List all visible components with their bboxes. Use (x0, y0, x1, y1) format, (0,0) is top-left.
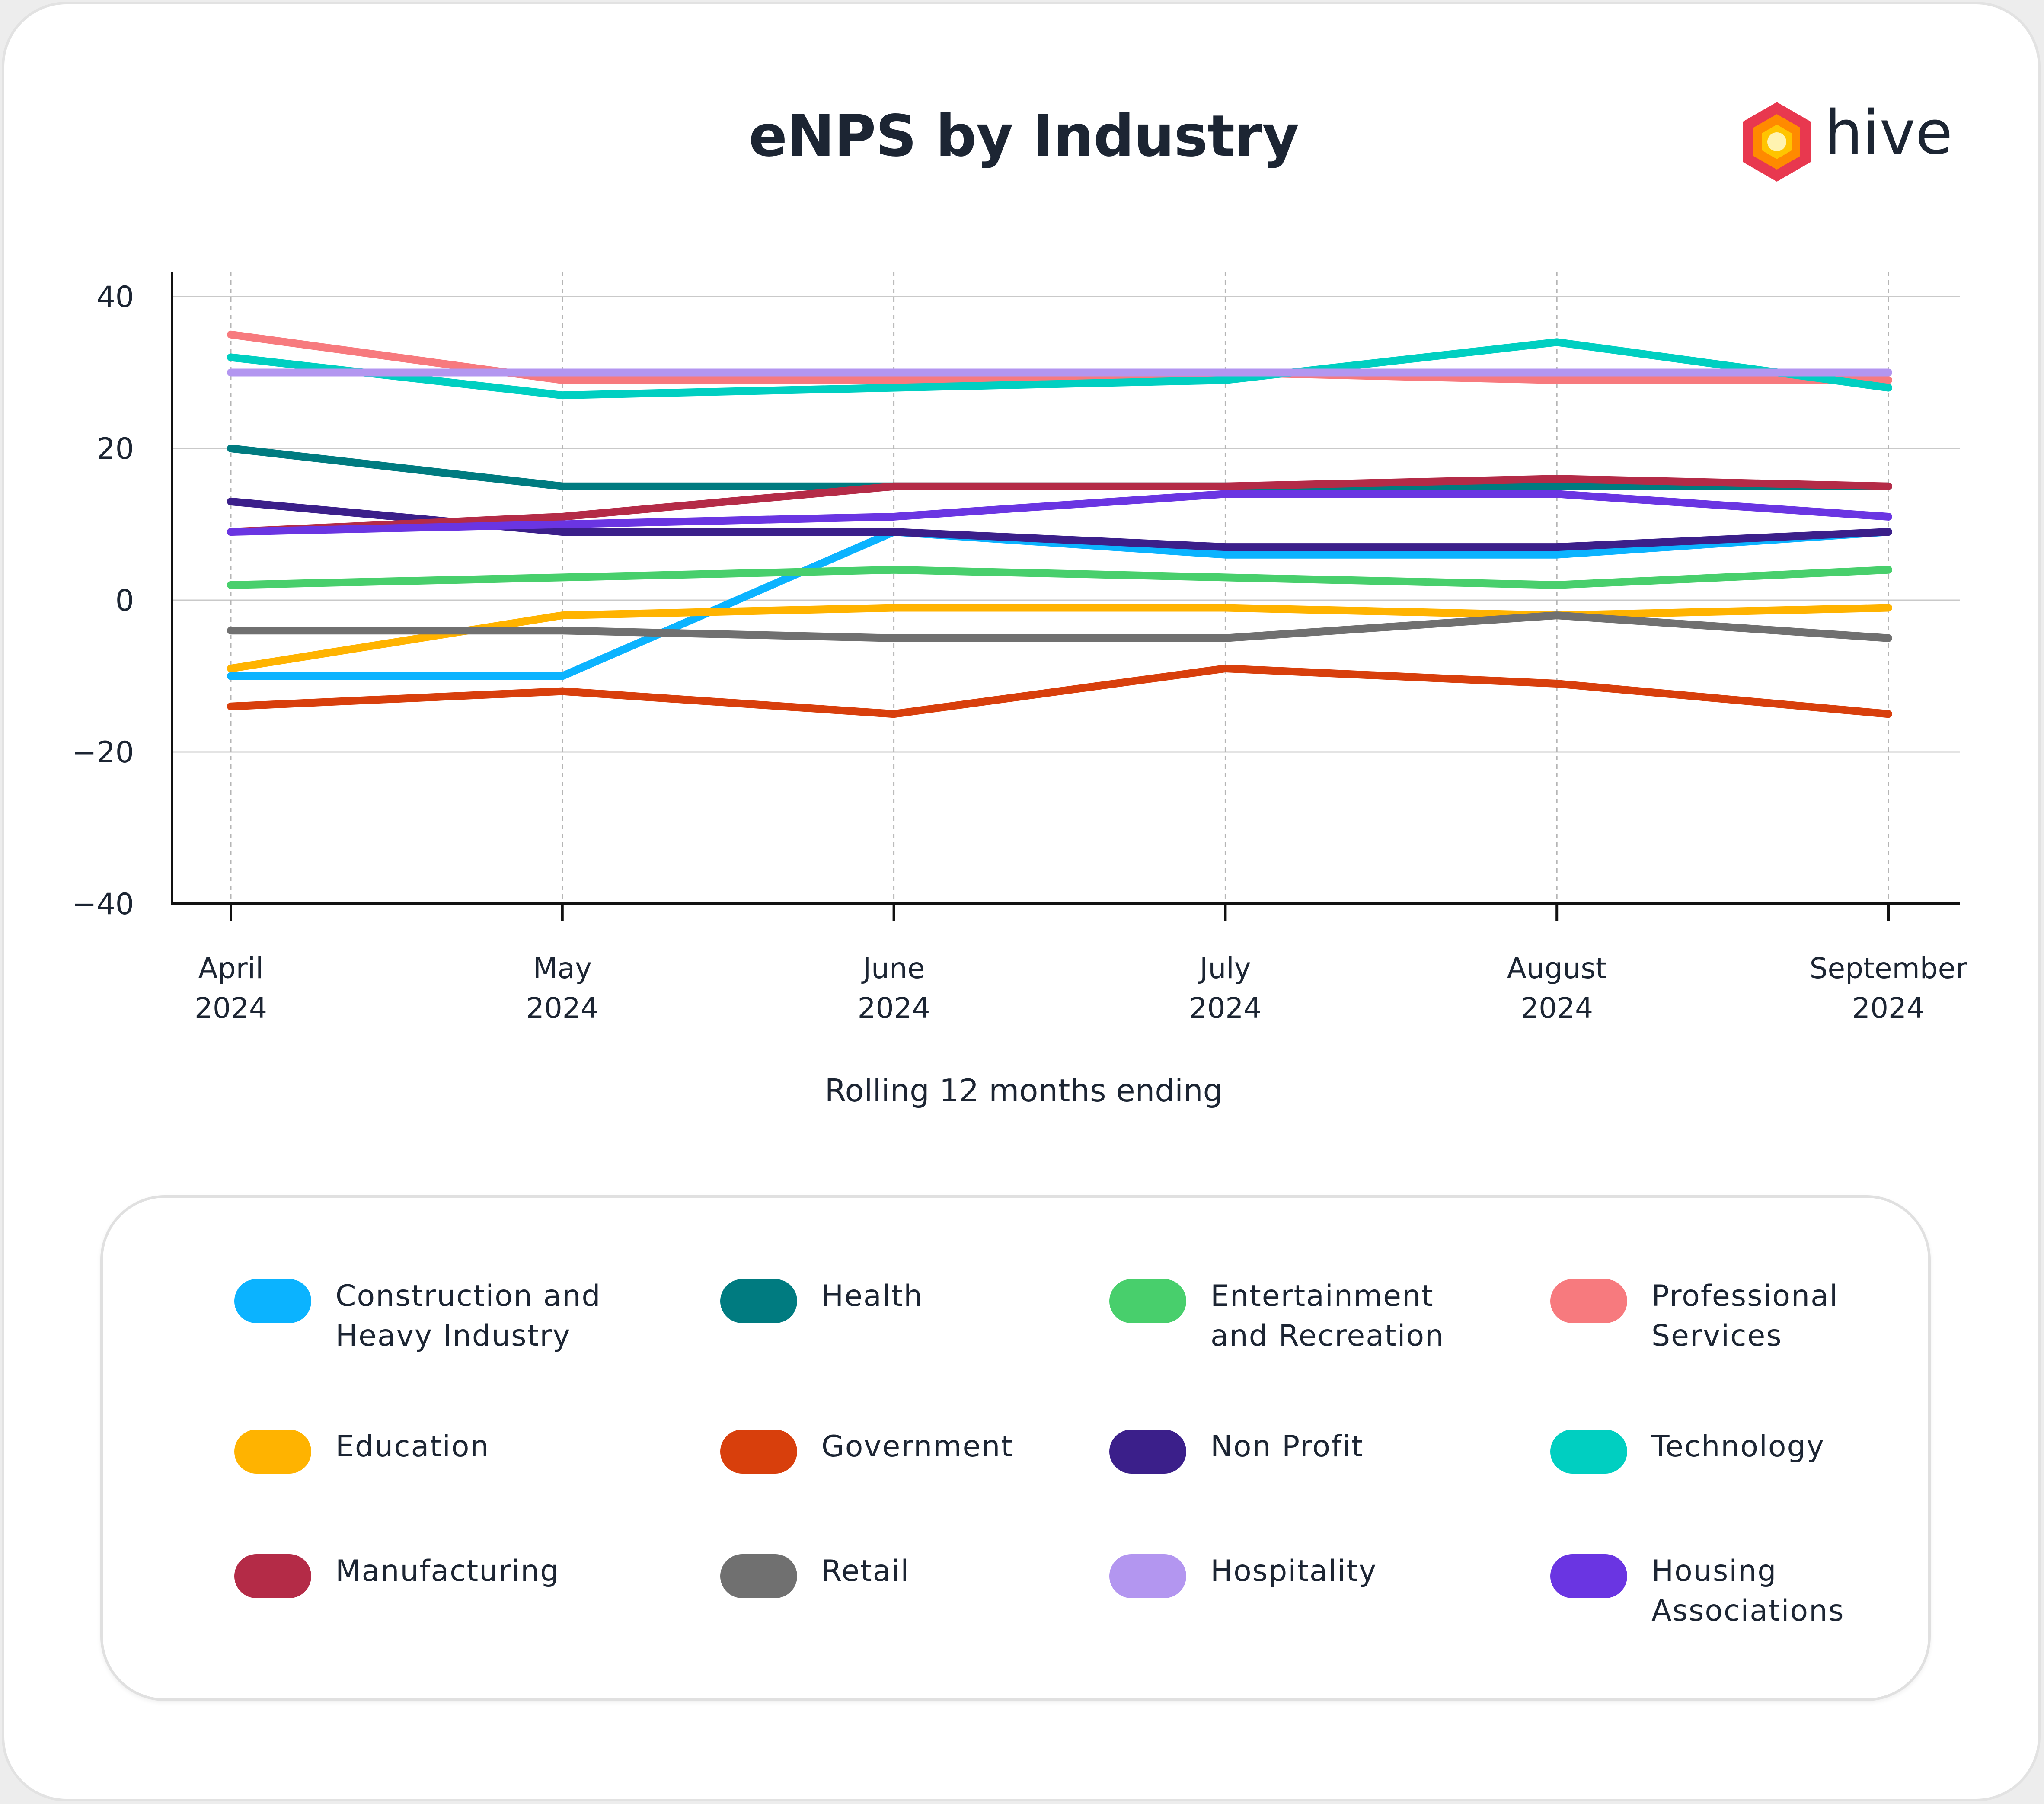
y-tick-label: 0 (115, 584, 134, 618)
legend-label-line: Associations (1651, 1594, 1845, 1628)
legend-label-line: Entertainment (1210, 1279, 1434, 1313)
legend-swatch (234, 1554, 311, 1598)
legend-label-line: Government (821, 1430, 1014, 1464)
legend-swatch (1550, 1554, 1627, 1598)
legend-label-line: Services (1651, 1319, 1782, 1353)
legend-swatch (720, 1430, 797, 1474)
legend-item: Housing Associations (1550, 1554, 1939, 1641)
legend-item: Professional Services (1550, 1279, 1939, 1366)
legend-label-line: Health (821, 1279, 923, 1313)
x-tick-label: 2024 (1520, 992, 1593, 1025)
legend-label: Health (821, 1276, 1115, 1316)
legend-swatch (720, 1279, 797, 1323)
line-chart: 40 20 0 −20 −40 April 2024 May 2024 June 2024 July 2… (72, 272, 1968, 1025)
y-tick-label: 40 (96, 280, 134, 314)
legend-item: Government (720, 1430, 1109, 1516)
legend-swatch (1550, 1430, 1627, 1474)
legend-label: Government (821, 1427, 1115, 1467)
legend-label-line: Manufacturing (335, 1554, 560, 1588)
legend-label-line: Housing (1651, 1554, 1777, 1588)
series-line-government (227, 664, 1892, 718)
series-line-education (227, 604, 1892, 672)
x-tick-label: July (1198, 952, 1251, 985)
legend-item: Health (720, 1279, 1109, 1366)
legend-swatch (1550, 1279, 1627, 1323)
hive-wordmark: hive (1824, 98, 1953, 168)
series-line-entertainment-and-recreation (227, 566, 1892, 589)
y-tick-label: 20 (96, 432, 134, 466)
legend-item: Technology (1550, 1430, 1939, 1516)
legend-item: Construction and Heavy Industry (234, 1279, 623, 1366)
legend-label-line: Hospitality (1210, 1554, 1377, 1588)
legend-label-line: and Recreation (1210, 1319, 1445, 1353)
legend-label-line: Education (335, 1430, 490, 1464)
legend-label: Education (335, 1427, 629, 1467)
x-tick-label: June (861, 952, 925, 985)
legend-swatch (1109, 1554, 1186, 1598)
hive-hexagon-icon (1743, 102, 1811, 182)
legend-swatch (234, 1279, 311, 1323)
series-line-manufacturing (227, 475, 1892, 536)
legend-swatch (1109, 1279, 1186, 1323)
y-tick-label: −20 (72, 736, 134, 770)
legend-item: Education (234, 1430, 623, 1516)
series-line-retail (227, 611, 1892, 642)
x-tick-label: 2024 (526, 992, 599, 1025)
x-tick-label: 2024 (195, 992, 267, 1025)
legend-label-line: Retail (821, 1554, 910, 1588)
legend-label-line: Construction and (335, 1279, 601, 1313)
x-tick-label: 2024 (1852, 992, 1925, 1025)
legend-item: Non Profit (1109, 1430, 1498, 1516)
legend-label: Construction and Heavy Industry (335, 1276, 629, 1356)
legend-label: Housing Associations (1651, 1551, 1945, 1631)
legend-label: Manufacturing (335, 1551, 629, 1591)
series-line-housing-associations (227, 490, 1892, 536)
legend-swatch (234, 1430, 311, 1474)
legend-label: Non Profit (1210, 1427, 1504, 1467)
legend-swatch (720, 1554, 797, 1598)
legend: Construction and Heavy Industry Health Ente… (100, 1195, 1931, 1701)
legend-label-line: Non Profit (1210, 1430, 1364, 1464)
x-tick-label: 2024 (858, 992, 930, 1025)
x-tick-label: April (198, 952, 264, 985)
x-tick-label: September (1810, 952, 1968, 985)
x-axis-title: Rolling 12 months ending (824, 1072, 1223, 1109)
legend-label-line: Technology (1651, 1430, 1825, 1464)
hive-logo: hive (1738, 99, 1953, 185)
legend-label: Professional Services (1651, 1276, 1945, 1356)
legend-item: Manufacturing (234, 1554, 623, 1641)
legend-label: Technology (1651, 1427, 1945, 1467)
x-tick-label: May (533, 952, 592, 985)
legend-label: Entertainment and Recreation (1210, 1276, 1504, 1356)
legend-label: Retail (821, 1551, 1115, 1591)
legend-item: Entertainment and Recreation (1109, 1279, 1498, 1366)
legend-label-line: Professional (1651, 1279, 1839, 1313)
chart-title: eNPS by Industry (748, 103, 1300, 170)
y-tick-label: −40 (72, 887, 134, 921)
legend-label: Hospitality (1210, 1551, 1504, 1591)
legend-label-line: Heavy Industry (335, 1319, 571, 1353)
x-tick-label: August (1507, 952, 1607, 985)
x-tick-label: 2024 (1189, 992, 1262, 1025)
series-line-technology (227, 338, 1892, 400)
legend-item: Hospitality (1109, 1554, 1498, 1641)
legend-swatch (1109, 1430, 1186, 1474)
legend-item: Retail (720, 1554, 1109, 1641)
